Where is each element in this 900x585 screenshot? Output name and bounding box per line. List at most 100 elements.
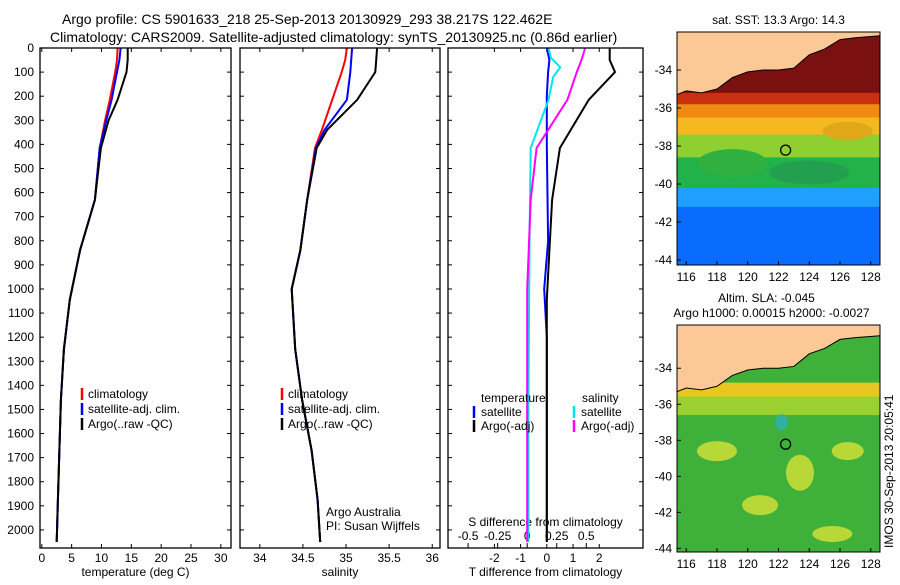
lon-tick-label: 124 — [799, 557, 819, 571]
lon-tick-label: 124 — [799, 270, 819, 284]
x-tick-label: 0 — [543, 551, 550, 565]
y-tick-label: 2000 — [7, 523, 34, 537]
y-tick-label: 600 — [14, 186, 34, 200]
series-line-s-satellite — [527, 47, 562, 542]
panel-temperature: 0100200300400500600700800900100011001200… — [7, 41, 232, 579]
sla-patch — [775, 414, 788, 431]
sla-patch — [742, 495, 779, 516]
s-x-tick-label: -0.5 — [458, 529, 479, 543]
s-x-tick-label: 0.5 — [578, 529, 595, 543]
lon-tick-label: 122 — [768, 270, 788, 284]
x-tick-label: 35 — [339, 551, 353, 565]
coastline — [677, 35, 880, 96]
x-tick-label: 25 — [184, 551, 198, 565]
y-tick-label: 0 — [27, 41, 34, 55]
lon-tick-label: 118 — [707, 270, 726, 284]
sst-band — [677, 100, 880, 118]
argo-location-marker — [779, 144, 792, 156]
y-tick-label: 1600 — [7, 427, 34, 441]
x-axis-label: salinity — [322, 565, 359, 579]
y-tick-label: 700 — [14, 210, 34, 224]
lat-tick-label: -42 — [655, 215, 673, 229]
legend-label: satellite — [581, 405, 622, 419]
series-line-satellite-adj-clim- — [55, 47, 122, 543]
s-x-axis-label: S difference from climatology — [468, 515, 623, 529]
y-tick-label: 300 — [14, 113, 34, 127]
x-tick-label: 20 — [154, 551, 168, 565]
y-tick-label: 1100 — [8, 306, 34, 320]
series-line-satellite-adj-clim- — [290, 47, 354, 543]
sla-patch — [812, 525, 853, 542]
x-tick-label: 35.5 — [377, 551, 401, 565]
y-tick-label: 800 — [14, 234, 34, 248]
lon-tick-label: 118 — [707, 557, 726, 571]
legend-header-temperature: temperature — [481, 391, 546, 405]
s-x-tick-label: -0.25 — [484, 529, 512, 543]
plot-frame — [447, 47, 644, 549]
lon-tick-label: 120 — [738, 270, 758, 284]
y-tick-label: 1700 — [7, 451, 34, 465]
lat-tick-label: -38 — [655, 139, 673, 153]
x-tick-label: 30 — [214, 551, 228, 565]
sla-patch — [696, 441, 737, 462]
lat-tick-label: -42 — [655, 505, 673, 519]
lon-tick-label: 116 — [677, 270, 696, 284]
map-sla-map: 116 118 120 122 124 126 128 -34 -36 -38 -40 -42 -44 A… — [655, 291, 881, 571]
legend-header-salinity: salinity — [582, 391, 619, 405]
lon-tick-label: 116 — [677, 557, 696, 571]
series-line-t-argo-adj- — [545, 48, 617, 542]
s-x-tick-label: 0.25 — [545, 529, 569, 543]
y-tick-label: 900 — [14, 258, 34, 272]
y-tick-label: 1900 — [7, 499, 34, 513]
legend-label: Argo(..raw -QC) — [288, 417, 373, 431]
lon-tick-label: 120 — [738, 557, 758, 571]
figure-title-line2: Climatology: CARS2009. Satellite-adjuste… — [50, 29, 617, 45]
sla-band — [677, 382, 880, 397]
sla-band — [677, 393, 880, 416]
legend-label: climatology — [288, 387, 348, 401]
x-axis-label: temperature (deg C) — [81, 565, 189, 579]
y-tick-label: 500 — [14, 161, 34, 175]
argo-location-marker — [779, 438, 792, 450]
legend-label: climatology — [88, 387, 148, 401]
x-axis-label: T difference from climatology — [469, 565, 623, 579]
annotation-text: PI: Susan Wijffels — [326, 519, 420, 533]
sla-patch — [786, 454, 815, 491]
figure-title-line1: Argo profile: CS 5901633_218 25-Sep-2013… — [62, 11, 552, 27]
series-line-climatology — [290, 47, 348, 543]
plot-frame — [239, 47, 441, 549]
y-tick-label: 400 — [14, 137, 34, 151]
legend-label: satellite-adj. clim. — [288, 402, 380, 416]
y-tick-label: 1000 — [7, 282, 34, 296]
y-tick-label: 100 — [14, 65, 34, 79]
sst-patch — [822, 121, 873, 140]
lat-tick-label: -40 — [655, 177, 673, 191]
x-tick-label: 10 — [95, 551, 109, 565]
legend-label: Argo(-adj) — [581, 419, 634, 433]
lat-tick-label: -34 — [655, 63, 673, 77]
x-tick-label: 2 — [596, 551, 603, 565]
land — [677, 32, 880, 95]
x-tick-label: -2 — [489, 551, 500, 565]
lon-tick-label: 126 — [830, 270, 850, 284]
x-tick-label: 15 — [125, 551, 139, 565]
x-tick-label: 1 — [570, 551, 577, 565]
y-tick-label: 1300 — [7, 354, 34, 368]
plot-frame — [39, 47, 232, 549]
sst-patch — [697, 149, 768, 178]
x-tick-label: 34.5 — [291, 551, 315, 565]
map-title: sat. SST: 13.3 Argo: 14.3 — [712, 13, 845, 27]
sst-band — [677, 184, 880, 207]
lon-tick-label: 128 — [861, 270, 881, 284]
lat-tick-label: -44 — [655, 253, 673, 267]
panel-salinity: 34 34.5 35 35.5 36 salinity climatologysatelli… — [239, 47, 441, 579]
x-tick-label: -1 — [515, 551, 526, 565]
x-tick-label: 34 — [253, 551, 267, 565]
lat-tick-label: -36 — [655, 101, 673, 115]
panel-difference: -2 -1 0 1 2T difference from climatology -0.5… — [447, 47, 644, 579]
lat-tick-label: -34 — [655, 361, 673, 375]
land — [677, 325, 880, 392]
sst-patch — [769, 160, 850, 185]
series-line-argo-raw-qc- — [290, 47, 379, 543]
